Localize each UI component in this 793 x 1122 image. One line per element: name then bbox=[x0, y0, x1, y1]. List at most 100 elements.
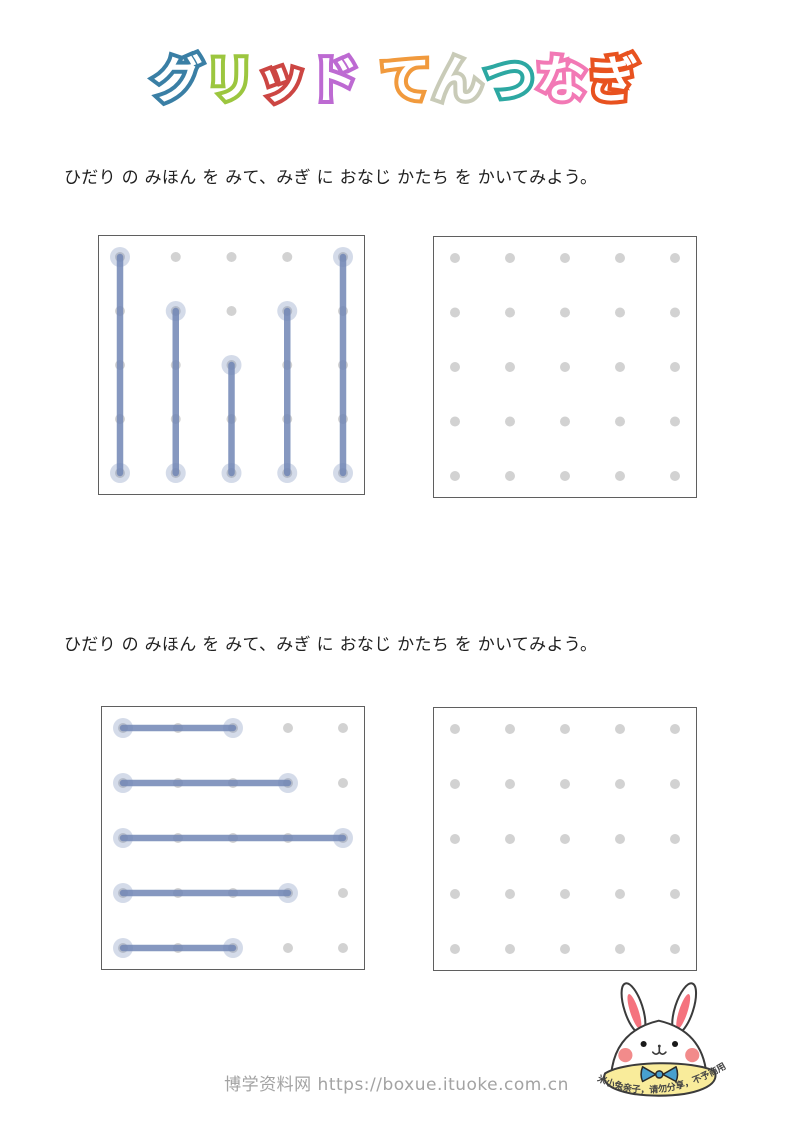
grid-dot bbox=[670, 362, 680, 372]
footer-watermark: 博学资料网 https://boxue.ituoke.com.cn bbox=[0, 1070, 793, 1095]
grid-dot bbox=[615, 834, 625, 844]
grid-dot bbox=[450, 724, 460, 734]
grid-dot bbox=[450, 362, 460, 372]
title-fill-layer: グリッド てんつなぎ bbox=[0, 50, 793, 110]
grid-dot bbox=[560, 416, 570, 427]
grid-dot bbox=[505, 362, 515, 372]
rabbit-left-eye bbox=[640, 1040, 647, 1048]
grid-dot bbox=[615, 724, 625, 734]
instruction-text: ひだり の みほん を みて、みぎ に おなじ かたち を かいてみよう。 bbox=[64, 168, 598, 188]
rabbit-right-cheek bbox=[685, 1048, 700, 1063]
grid-dot bbox=[505, 724, 515, 734]
grid-dot bbox=[283, 723, 293, 733]
grid-dot bbox=[670, 253, 680, 263]
grid-dot bbox=[450, 889, 460, 899]
grid-dot bbox=[226, 252, 237, 262]
grid-dot bbox=[338, 778, 348, 788]
grid-dot bbox=[450, 253, 460, 263]
grid-dot bbox=[282, 252, 293, 262]
instruction-text: ひだり の みほん を みて、みぎ に おなじ かたち を かいてみよう。 bbox=[64, 635, 598, 655]
grid-dot bbox=[560, 471, 570, 481]
rabbit-bow-tie bbox=[640, 1066, 679, 1083]
grid-dot bbox=[615, 416, 625, 427]
grid-dot bbox=[338, 723, 348, 733]
grid-dot bbox=[560, 889, 570, 899]
grid-dot bbox=[560, 253, 570, 263]
answer-grid bbox=[433, 707, 697, 971]
grid-dot bbox=[450, 944, 460, 954]
grid-dot bbox=[670, 944, 680, 954]
grid-dot bbox=[505, 416, 515, 427]
title-char: ん bbox=[428, 47, 486, 113]
grid-dot bbox=[560, 779, 570, 789]
rabbit-nose-mouth bbox=[651, 1044, 667, 1055]
grid-dot bbox=[615, 889, 625, 899]
grid-dot bbox=[670, 307, 680, 318]
grid-dot bbox=[505, 471, 515, 481]
grid-dot bbox=[560, 724, 570, 734]
rabbit-left-ear bbox=[620, 982, 647, 1035]
grid-dot bbox=[450, 471, 460, 481]
title-char: ド bbox=[305, 47, 363, 113]
sample-grid bbox=[98, 235, 365, 495]
grid-dot bbox=[283, 943, 293, 953]
grid-dot bbox=[450, 416, 460, 427]
grid-dot bbox=[560, 834, 570, 844]
page-title: グリッド てんつなぎ グリッド てんつなぎ bbox=[0, 47, 793, 120]
footer-text: 博学资料网 https://boxue.ituoke.com.cn bbox=[224, 1075, 569, 1095]
grid-dot bbox=[615, 253, 625, 263]
rabbit-body bbox=[603, 1062, 717, 1097]
title-char: リ bbox=[204, 51, 257, 109]
title-char: ッ bbox=[253, 47, 311, 113]
grid-dot bbox=[560, 307, 570, 318]
rabbit-right-eye bbox=[671, 1040, 679, 1048]
grid-dot bbox=[505, 834, 515, 844]
grid-dot bbox=[450, 779, 460, 789]
grid-dot bbox=[615, 307, 625, 318]
grid-dot bbox=[560, 362, 570, 372]
title-char: な bbox=[532, 47, 590, 113]
grid-dot bbox=[560, 944, 570, 954]
grid-dot bbox=[338, 888, 348, 898]
grid-dot bbox=[450, 307, 460, 318]
grid-dot bbox=[338, 943, 348, 953]
title-char: ッ bbox=[256, 51, 309, 109]
title-char: ぎ bbox=[584, 47, 642, 113]
title-char: つ bbox=[484, 51, 537, 109]
grid-dot bbox=[670, 724, 680, 734]
grid-dot bbox=[615, 944, 625, 954]
grid-dot bbox=[450, 834, 460, 844]
grid-dot bbox=[670, 834, 680, 844]
title-char: ド bbox=[308, 51, 361, 109]
sample-grid bbox=[101, 706, 365, 970]
title-char: リ bbox=[201, 47, 259, 113]
grid-dot bbox=[670, 416, 680, 427]
title-char: ん bbox=[432, 51, 485, 109]
title-char: つ bbox=[480, 47, 538, 113]
grid-dot bbox=[505, 944, 515, 954]
rabbit-mascot: 米小兔亲子，请勿分享，不予商用 bbox=[596, 978, 749, 1110]
grid-dot bbox=[170, 252, 181, 262]
title-char: グ bbox=[149, 47, 207, 113]
grid-dot bbox=[615, 779, 625, 789]
title-char bbox=[361, 51, 380, 109]
title-char: ぎ bbox=[588, 51, 641, 109]
title-char: て bbox=[376, 47, 434, 113]
grid-dot bbox=[670, 471, 680, 481]
grid-dot bbox=[505, 307, 515, 318]
grid-dot bbox=[670, 779, 680, 789]
grid-dot bbox=[505, 253, 515, 263]
grid-dot bbox=[615, 362, 625, 372]
title-outline-layer: グリッド てんつなぎ bbox=[0, 47, 793, 113]
title-char: て bbox=[380, 51, 433, 109]
rabbit-left-cheek bbox=[618, 1048, 633, 1063]
grid-dot bbox=[670, 889, 680, 899]
grid-dot bbox=[226, 306, 237, 316]
title-char: グ bbox=[152, 51, 205, 109]
grid-dot bbox=[615, 471, 625, 481]
grid-dot bbox=[505, 889, 515, 899]
grid-dot bbox=[505, 779, 515, 789]
title-char: な bbox=[536, 51, 589, 109]
answer-grid bbox=[433, 236, 697, 498]
